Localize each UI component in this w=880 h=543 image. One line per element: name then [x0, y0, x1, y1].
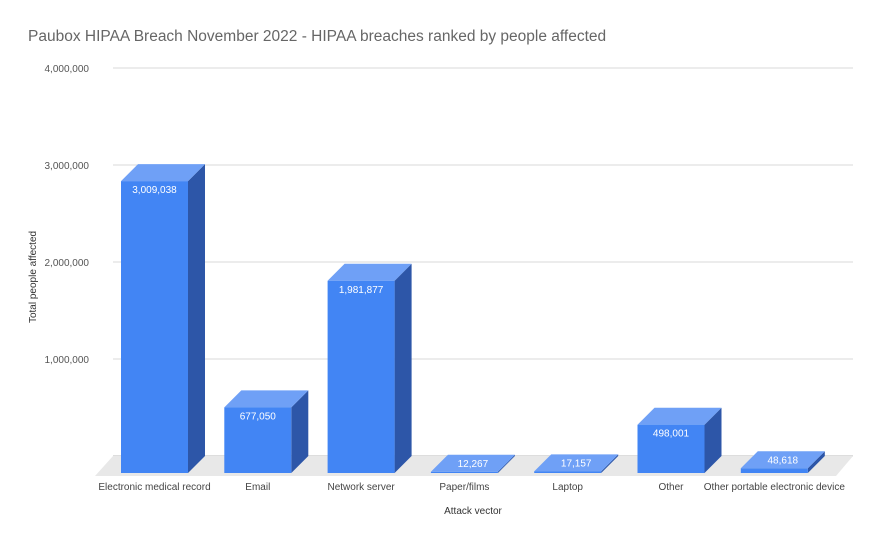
bar-front: [637, 424, 705, 473]
bar-side: [394, 263, 412, 473]
x-tick-label: Electronic medical record: [98, 482, 210, 493]
bar-front: [534, 471, 602, 473]
bar-side: [291, 390, 309, 473]
bar-top: [327, 263, 412, 281]
x-axis-label: Attack vector: [444, 506, 502, 517]
y-tick-label: 3,000,000: [45, 161, 90, 172]
bar-top: [534, 454, 619, 472]
y-axis-label: Total people affected: [28, 231, 39, 323]
bar: 677,050 Email: [224, 390, 309, 493]
bar-front: [121, 181, 188, 473]
data-label: 48,618: [768, 455, 799, 466]
bar-side: [807, 451, 825, 473]
bar: 17,157 Laptop: [534, 454, 619, 493]
bar: 48,618 Other portable electronic device: [704, 451, 846, 493]
bar-front: [327, 280, 395, 473]
bar-top: [740, 451, 825, 469]
x-tick-label: Other portable electronic device: [704, 482, 846, 493]
bar-front: [430, 471, 498, 473]
data-label: 498,001: [653, 429, 690, 440]
data-label: 17,157: [561, 458, 592, 469]
bar-side: [704, 407, 722, 473]
data-label: 3,009,038: [132, 185, 177, 196]
x-tick-label: Laptop: [552, 482, 583, 493]
bar-front: [740, 468, 808, 473]
bar-top: [430, 454, 515, 472]
bar-top: [121, 164, 205, 182]
data-label: 1,981,877: [339, 285, 384, 296]
bar-top: [224, 390, 309, 408]
y-tick-label: 2,000,000: [45, 258, 90, 269]
x-tick-label: Network server: [327, 482, 395, 493]
x-tick-label: Other: [658, 482, 684, 493]
bar-side: [497, 454, 515, 473]
data-label: 677,050: [240, 411, 277, 422]
y-tick-label: 4,000,000: [45, 64, 90, 75]
x-tick-label: Email: [245, 482, 270, 493]
bar-top: [637, 407, 722, 425]
data-label: 12,267: [458, 459, 489, 470]
y-tick-label: 1,000,000: [45, 355, 90, 366]
bar: 1,981,877 Network server: [327, 263, 412, 493]
bar-side: [188, 164, 205, 473]
bar: 12,267 Paper/films: [430, 454, 515, 493]
bar-front: [224, 407, 292, 473]
bar: 3,009,038 Electronic medical record: [98, 164, 211, 493]
chart-title: Paubox HIPAA Breach November 2022 - HIPA…: [28, 28, 606, 45]
bar-side: [601, 454, 619, 473]
bar: 498,001 Other: [637, 407, 722, 493]
x-tick-label: Paper/films: [439, 482, 489, 493]
